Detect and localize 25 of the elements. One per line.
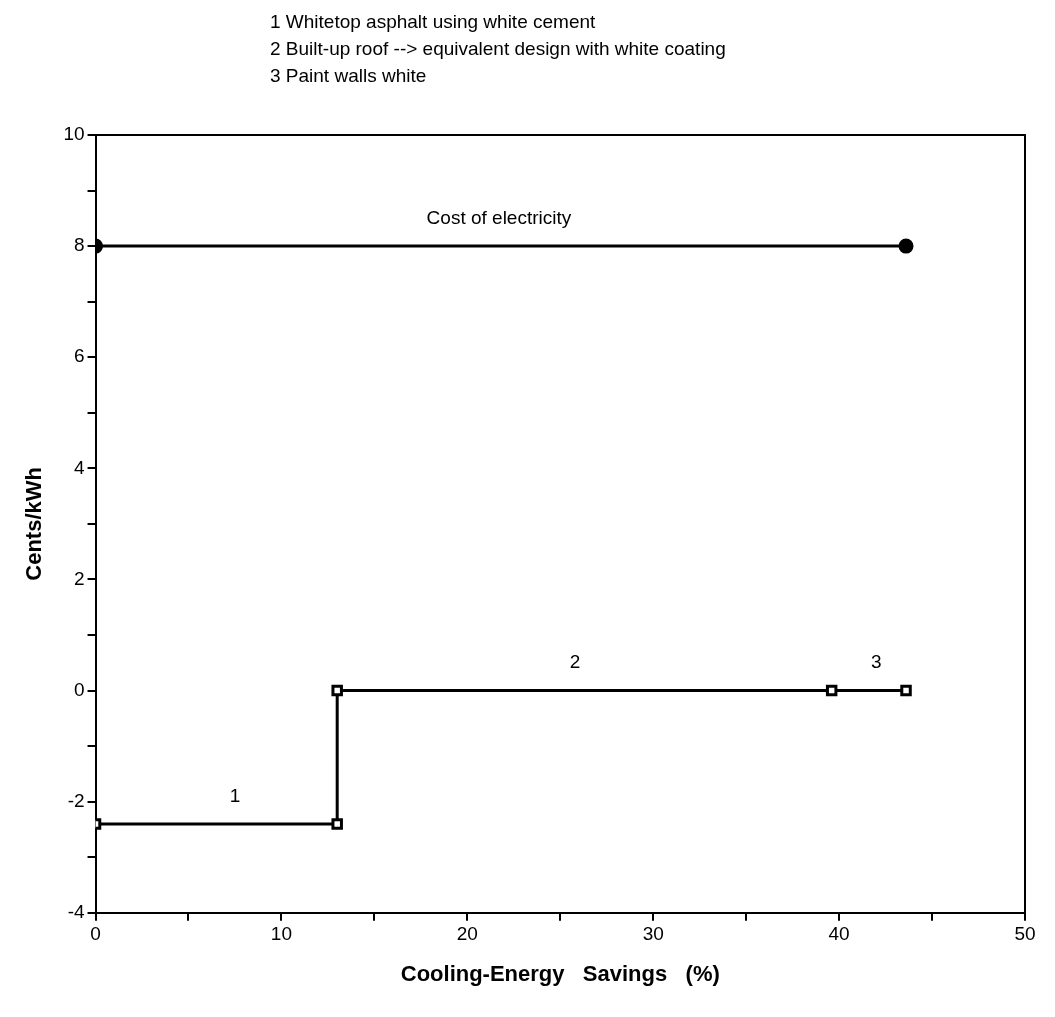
point [825,684,838,697]
point [900,684,912,697]
x-axis-title: Cooling-Energy Savings (%) [400,960,720,986]
y-tick-label: 6 [73,345,85,367]
x-tick-label: 20 [456,923,478,945]
y-tick-label: 0 [73,678,85,700]
y-tick-label: 2 [73,567,85,589]
y-tick-label: -2 [67,789,85,811]
annotation: 1 [229,784,241,806]
y-tick-label: 4 [73,456,85,478]
y-axis-title: Cents/kWh [21,467,47,581]
y-tick-label: 8 [73,234,85,256]
annotation: 3 [871,651,882,673]
annotation: 2 [569,651,581,673]
x-tick-label: 40 [828,923,850,945]
x-tick-label: 50 [1014,923,1036,945]
text: 3 Paint walls white [270,64,428,88]
y-tick-label: -4 [67,901,85,923]
x-tick-label: 10 [270,923,292,945]
x-tick-label: 30 [642,923,664,945]
y-tick-label: 10 [63,123,85,145]
annotation: Cost of electricity [426,206,572,228]
x-tick-label: 0 [90,923,101,945]
text: 1 Whitetop asphalt using white cement [270,10,597,34]
text: 2 Built-up roof --> equivalent design with white coating [270,37,726,61]
